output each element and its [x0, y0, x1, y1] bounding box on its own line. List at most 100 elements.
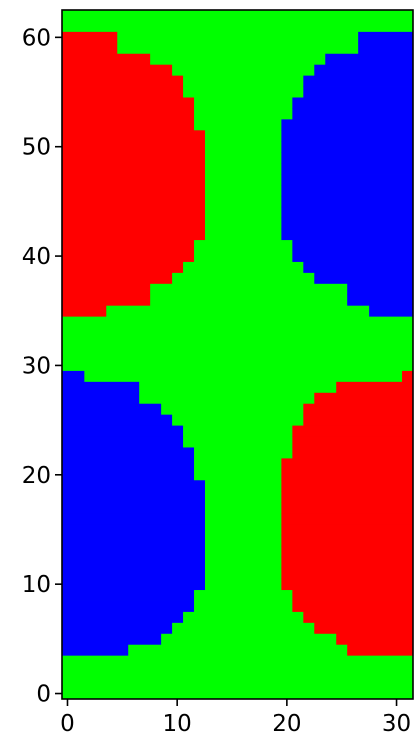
- heatmap-cell-run: [62, 97, 195, 109]
- heatmap-cell-run: [62, 195, 205, 208]
- heatmap-cell-run: [281, 152, 414, 164]
- heatmap-cell-run: [336, 381, 414, 394]
- heatmap-cell-run: [62, 644, 129, 656]
- heatmap-cell-run: [292, 600, 414, 612]
- heatmap-cell-run: [62, 152, 205, 164]
- heatmap-cell-run: [62, 414, 173, 426]
- heatmap-cell-run: [62, 370, 85, 383]
- y-tick-label: 20: [22, 463, 51, 489]
- heatmap-region-1: [62, 31, 205, 317]
- heatmap-cell-run: [62, 283, 151, 295]
- heatmap-cell-run: [62, 611, 184, 623]
- heatmap-cell-run: [303, 403, 414, 416]
- heatmap-cell-run: [62, 545, 205, 558]
- heatmap-cell-run: [314, 622, 414, 634]
- heatmap-cell-run: [62, 294, 151, 306]
- heatmap-cell-run: [62, 53, 151, 66]
- heatmap-cell-run: [62, 163, 205, 175]
- heatmap-cell-run: [292, 589, 414, 601]
- heatmap-cell-run: [292, 425, 414, 437]
- heatmap-cell-run: [358, 31, 414, 44]
- heatmap-cell-run: [281, 502, 414, 514]
- heatmap-cell-run: [292, 108, 414, 120]
- heatmap-cell-run: [292, 436, 414, 448]
- heatmap-cell-run: [62, 480, 205, 492]
- heatmap-cell-run: [281, 206, 414, 219]
- heatmap-cell-run: [281, 130, 414, 142]
- heatmap-cell-run: [62, 239, 195, 252]
- heatmap-cell-run: [62, 534, 205, 547]
- heatmap-cell-run: [62, 458, 195, 470]
- heatmap-cell-run: [62, 392, 140, 405]
- heatmap-cell-run: [303, 261, 414, 273]
- heatmap-cell-run: [62, 250, 195, 262]
- heatmap-cell-run: [62, 381, 140, 394]
- heatmap-cell-run: [314, 392, 414, 405]
- heatmap-cell-run: [292, 97, 414, 109]
- heatmap-region-2: [281, 31, 414, 317]
- heatmap-cell-run: [369, 305, 414, 317]
- heatmap-cell-run: [62, 403, 162, 416]
- heatmap-cell-run: [281, 513, 414, 525]
- heatmap-cell-run: [303, 611, 414, 623]
- heatmap-cell-run: [62, 502, 205, 514]
- heatmap-cell-run: [281, 184, 414, 197]
- axes-frame: [61, 9, 414, 700]
- heatmap-cell-run: [62, 578, 205, 591]
- y-tick-label: 60: [22, 25, 51, 51]
- heatmap-cell-run: [336, 633, 414, 645]
- heatmap-cell-run: [281, 567, 414, 580]
- heatmap-cell-run: [303, 414, 414, 426]
- heatmap-cell-run: [347, 644, 414, 656]
- heatmap-cell-run: [62, 217, 205, 230]
- heatmap-cell-run: [281, 524, 414, 536]
- heatmap-cell-run: [62, 622, 173, 634]
- heatmap-cell-run: [62, 108, 195, 120]
- heatmap-cell-run: [281, 578, 414, 591]
- x-tick-label: 10: [163, 711, 192, 737]
- heatmap-cell-run: [62, 425, 184, 437]
- heatmap-cell-run: [281, 469, 414, 481]
- heatmap-cell-run: [62, 524, 205, 536]
- heatmap-cell-run: [62, 141, 205, 153]
- heatmap-cell-run: [281, 119, 414, 131]
- plot-area: [62, 10, 414, 699]
- y-axis-ticks: 0 10 20 30 40 50 60: [22, 25, 62, 708]
- heatmap-cell-run: [281, 174, 414, 186]
- heatmap-cell-run: [314, 272, 414, 284]
- x-tick-label: 0: [60, 711, 75, 737]
- heatmap-region-3: [62, 370, 205, 656]
- heatmap-cell-run: [303, 75, 414, 87]
- heatmap-cell-run: [62, 184, 205, 197]
- heatmap-cell-run: [62, 130, 205, 142]
- heatmap-cell-run: [281, 228, 414, 241]
- heatmap-cell-run: [62, 64, 173, 77]
- heatmap-cell-run: [281, 480, 414, 492]
- heatmap-cell-run: [347, 283, 414, 295]
- heatmap-cell-run: [281, 458, 414, 470]
- heatmap-cell-run: [62, 513, 205, 525]
- heatmap-cell-run: [62, 469, 195, 481]
- heatmap-cell-run: [62, 174, 205, 186]
- heatmap-cell-run: [281, 545, 414, 558]
- y-tick-label: 30: [22, 353, 51, 379]
- heatmap-cell-run: [281, 491, 414, 503]
- heatmap-cell-run: [62, 261, 184, 273]
- y-tick-label: 50: [22, 135, 51, 161]
- x-axis-ticks: 0 10 20 30: [60, 699, 411, 737]
- heatmap-cell-run: [281, 163, 414, 175]
- heatmap-cell-run: [314, 64, 414, 77]
- heatmap-cell-run: [62, 272, 173, 284]
- y-tick-label: 10: [22, 572, 51, 598]
- heatmap-cell-run: [62, 206, 205, 219]
- heatmap-region-4: [281, 370, 414, 656]
- heatmap-cell-run: [62, 86, 184, 98]
- x-tick-label: 30: [382, 711, 411, 737]
- heatmap-cell-run: [62, 436, 184, 448]
- heatmap-cell-run: [62, 589, 195, 601]
- heatmap-cell-run: [292, 239, 414, 252]
- heatmap-cell-run: [62, 447, 195, 459]
- heatmap-cell-run: [62, 491, 205, 503]
- heatmap-cell-run: [62, 119, 195, 131]
- heatmap-cell-run: [62, 556, 205, 569]
